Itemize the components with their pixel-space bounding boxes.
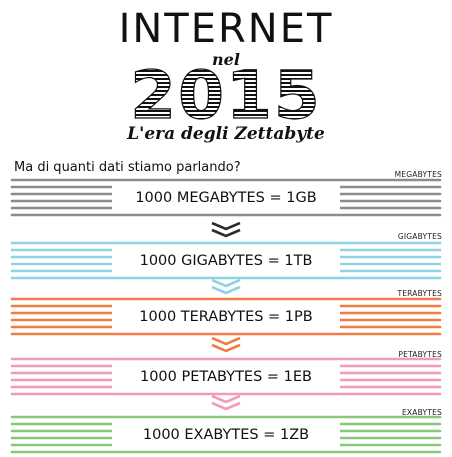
unit-label-megabytes: MEGABYTES [394, 170, 442, 179]
band-gigabytes: 1000 GIGABYTES = 1TB [8, 239, 444, 283]
double-chevron-down-icon [211, 337, 241, 353]
equation-gigabytes: 1000 GIGABYTES = 1TB [112, 248, 340, 274]
equation-exabytes: 1000 EXABYTES = 1ZB [112, 422, 340, 448]
unit-label-petabytes: PETABYTES [398, 350, 442, 359]
chevron-stroke [211, 395, 241, 404]
chevron-stroke [211, 285, 241, 295]
equation-petabytes: 1000 PETABYTES = 1EB [112, 364, 340, 390]
band-petabytes: 1000 PETABYTES = 1EB [8, 355, 444, 399]
year-text: 2015 [130, 66, 322, 124]
title-nel: nel [212, 50, 240, 69]
double-chevron-down-icon [211, 222, 241, 238]
band-terabytes: 1000 TERABYTES = 1PB [8, 295, 444, 339]
double-chevron-down-icon [211, 279, 241, 295]
tagline: L'era degli Zettabyte [127, 124, 325, 144]
chevron-stroke [211, 337, 241, 346]
double-chevron-down-icon [211, 395, 241, 411]
chevron-stroke [211, 228, 241, 238]
band-exabytes: 1000 EXABYTES = 1ZB [8, 413, 444, 457]
chevron-stroke [211, 279, 241, 288]
chevron-stroke [211, 401, 241, 411]
unit-label-gigabytes: GIGABYTES [397, 232, 442, 241]
chevron-stroke [211, 343, 241, 353]
question-text: Ma di quanti dati stiamo parlando? [14, 160, 241, 175]
unit-label-terabytes: TERABYTES [397, 289, 442, 298]
chevron-stroke [211, 222, 241, 231]
equation-terabytes: 1000 TERABYTES = 1PB [112, 304, 340, 330]
title-internet: INTERNET [118, 6, 334, 52]
equation-megabytes: 1000 MEGABYTES = 1GB [112, 185, 340, 211]
title-year-2015: 2015 [130, 66, 322, 124]
unit-label-exabytes: EXABYTES [401, 408, 442, 417]
band-megabytes: 1000 MEGABYTES = 1GB [8, 176, 444, 220]
